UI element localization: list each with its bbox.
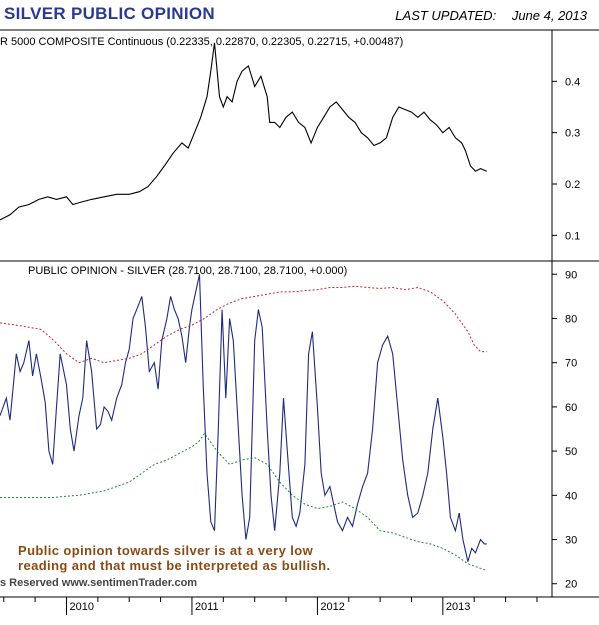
last-updated-date: June 4, 2013: [511, 8, 587, 23]
bottom-ytick-label: 90: [565, 269, 577, 281]
page-title: SILVER PUBLIC OPINION: [4, 4, 215, 23]
last-updated-label: LAST UPDATED:: [395, 8, 497, 23]
top-series-line-0: [0, 42, 488, 221]
bottom-ytick-label: 60: [565, 402, 577, 414]
bottom-ytick-label: 80: [565, 313, 577, 325]
bottom-ytick-label: 30: [565, 535, 577, 547]
bottom-ytick-label: 20: [565, 579, 577, 591]
bottom-panel-label: PUBLIC OPINION - SILVER (28.7100, 28.710…: [28, 265, 347, 277]
x-tick-label: 2012: [320, 601, 344, 613]
x-tick-label: 2010: [69, 601, 93, 613]
annotation-line-1: Public opinion towards silver is at a ve…: [18, 543, 314, 558]
top-panel: R 5000 COMPOSITE Continuous (0.22335, 0.…: [0, 36, 580, 242]
bottom-series-line-1: [0, 285, 487, 364]
bottom-ytick-label: 50: [565, 446, 577, 458]
x-tick-label: 2011: [195, 601, 219, 613]
x-tick-label: 2013: [446, 601, 470, 613]
chart-frame: [0, 29, 599, 598]
top-ytick-label: 0.4: [565, 76, 580, 88]
bottom-series-line-0: [0, 274, 487, 562]
footer-copyright: s Reserved www.sentimenTrader.com: [0, 577, 197, 589]
top-ytick-label: 0.1: [565, 230, 580, 242]
top-panel-label: R 5000 COMPOSITE Continuous (0.22335, 0.…: [0, 36, 403, 48]
bottom-ytick-label: 70: [565, 358, 577, 370]
last-updated: LAST UPDATED: June 4, 2013: [395, 8, 587, 23]
bottom-panel: PUBLIC OPINION - SILVER (28.7100, 28.710…: [0, 265, 577, 591]
bottom-ytick-label: 40: [565, 490, 577, 502]
annotation-line-2: reading and that must be interpreted as …: [18, 558, 330, 573]
top-ytick-label: 0.3: [565, 128, 580, 140]
x-axis: 2010 2011 2012 2013: [3, 597, 538, 615]
top-ytick-label: 0.2: [565, 179, 580, 191]
